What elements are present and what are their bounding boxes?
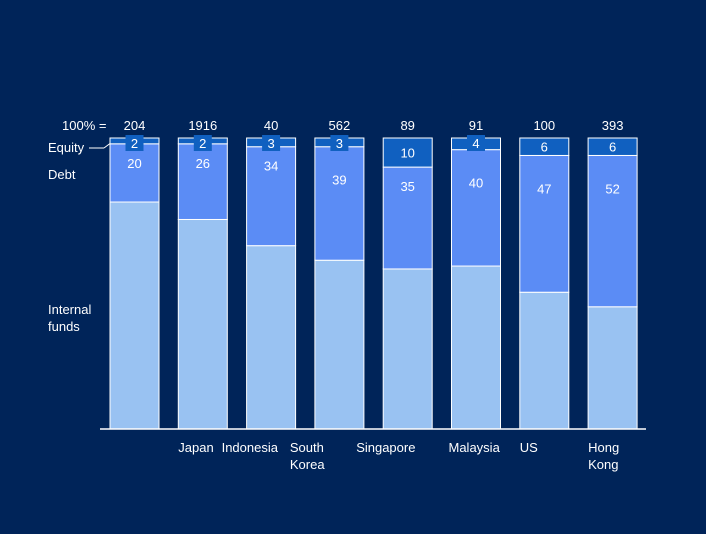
bar-0-debt — [109, 143, 160, 203]
data-label-equity-box-0 — [125, 135, 144, 151]
data-label-equity-5: 4 — [472, 136, 479, 151]
category-label-2-line1: Indonesia — [222, 440, 279, 455]
bar-5-internal-funds — [451, 265, 501, 430]
bar-7-debt — [587, 154, 638, 308]
legend-equity-label: Equity — [48, 140, 85, 155]
total-label-6: 100 — [533, 118, 555, 133]
data-label-equity-1: 2 — [199, 136, 206, 151]
data-label-equity-0: 2 — [131, 136, 138, 151]
bar-5-debt — [451, 149, 501, 267]
bar-7-equity — [587, 137, 638, 156]
total-prefix-label: 100% = — [62, 118, 106, 133]
total-label-2: 40 — [264, 118, 278, 133]
bars-group: 2022042621916Japan34340Indonesia393562So… — [109, 118, 638, 472]
bar-6-internal-funds — [519, 291, 570, 430]
data-label-debt-4: 35 — [400, 179, 414, 194]
total-label-0: 204 — [124, 118, 146, 133]
category-label-7-line1: Hong — [588, 440, 619, 455]
category-label-7-line2: Kong — [588, 457, 618, 472]
bar-0-internal-funds — [109, 201, 160, 430]
data-label-debt-0: 20 — [127, 156, 141, 171]
data-label-equity-6: 6 — [541, 140, 548, 155]
category-label-3-line2: Korea — [290, 457, 325, 472]
total-label-5: 91 — [469, 118, 483, 133]
bar-1-internal-funds — [177, 218, 228, 430]
bar-4-internal-funds — [382, 268, 433, 430]
data-label-debt-1: 26 — [196, 156, 210, 171]
total-label-3: 562 — [329, 118, 351, 133]
bar-6-equity — [519, 137, 570, 156]
data-label-equity-2: 3 — [267, 136, 274, 151]
data-label-equity-box-1 — [193, 135, 212, 151]
legend-internal-funds-label-line2: funds — [48, 319, 80, 334]
data-label-debt-6: 47 — [537, 181, 551, 196]
bar-6-debt — [519, 154, 570, 293]
category-label-4-line1: Singapore — [356, 440, 415, 455]
legend: 100% = Equity Debt Internal funds — [48, 118, 113, 334]
data-label-equity-box-5 — [467, 135, 485, 151]
bar-2-internal-funds — [246, 245, 297, 430]
total-label-1: 1916 — [188, 118, 217, 133]
total-label-7: 393 — [602, 118, 624, 133]
bar-3-internal-funds — [314, 259, 365, 430]
bar-4-debt — [382, 166, 433, 270]
data-label-debt-3: 39 — [332, 173, 346, 188]
total-label-4: 89 — [400, 118, 414, 133]
bar-4-equity — [382, 137, 433, 168]
data-label-equity-3: 3 — [336, 136, 343, 151]
data-label-equity-4: 10 — [400, 146, 414, 161]
legend-internal-funds-label-line1: Internal — [48, 302, 91, 317]
data-label-equity-box-3 — [330, 135, 349, 151]
bar-7-internal-funds — [587, 306, 638, 430]
category-label-5-line1: Malaysia — [449, 440, 501, 455]
data-label-equity-7: 6 — [609, 140, 616, 155]
data-label-debt-7: 52 — [605, 181, 619, 196]
category-label-1-line1: Japan — [178, 440, 213, 455]
bar-1-debt — [177, 143, 228, 220]
data-label-equity-box-2 — [262, 135, 281, 151]
bar-2-debt — [246, 146, 297, 247]
category-label-6-line1: US — [520, 440, 538, 455]
legend-debt-label: Debt — [48, 167, 76, 182]
data-label-debt-2: 34 — [264, 159, 278, 174]
bar-3-debt — [314, 146, 365, 261]
category-label-3-line1: South — [290, 440, 324, 455]
data-label-debt-5: 40 — [469, 176, 483, 191]
